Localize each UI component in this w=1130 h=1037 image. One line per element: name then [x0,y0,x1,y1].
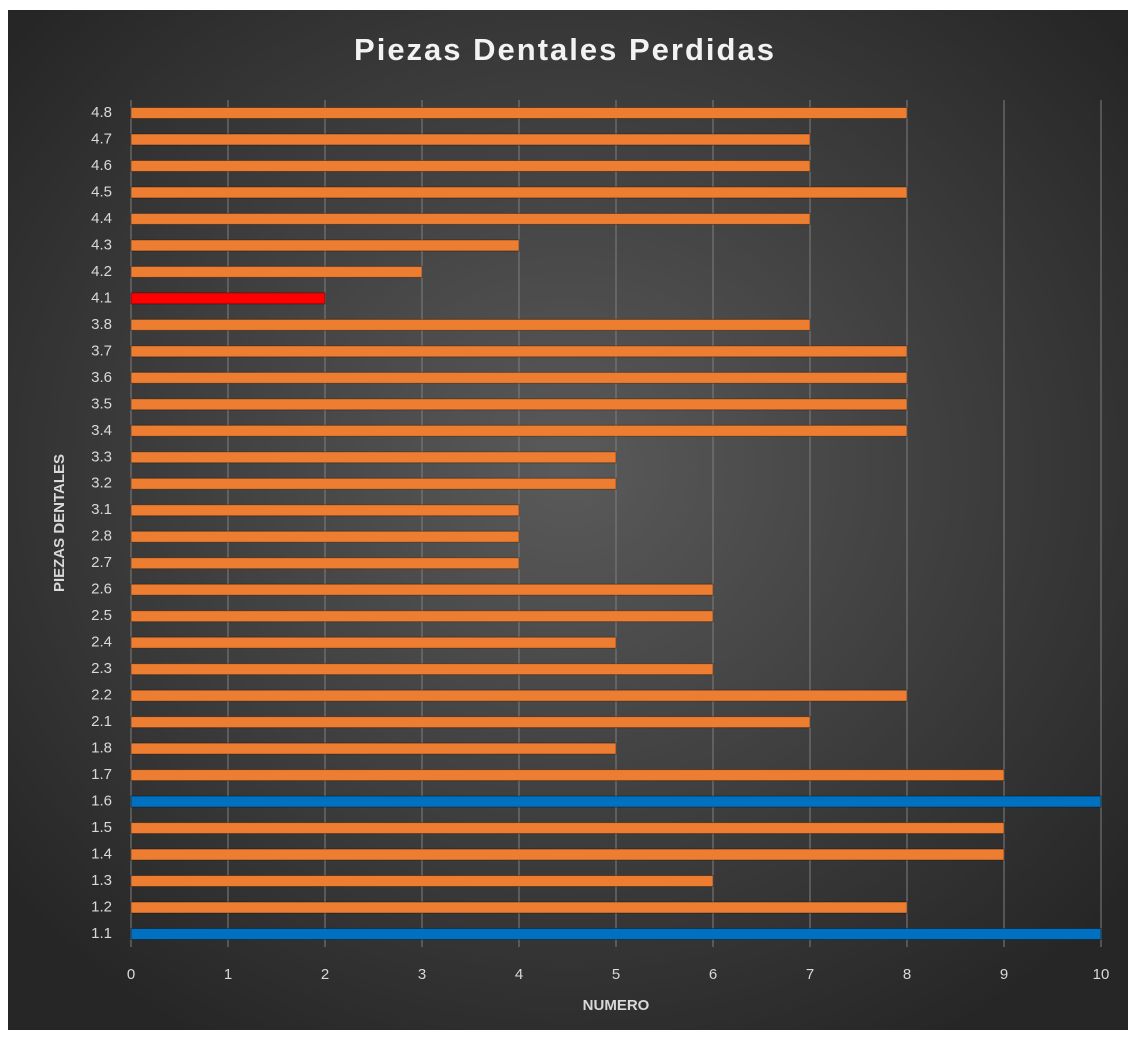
y-tick-label: 2.2 [91,687,112,704]
bar [130,345,908,358]
bar [130,848,1005,861]
y-tick-label: 4.4 [91,210,112,227]
bar [130,318,811,331]
bar [130,557,520,570]
y-tick-label: 3.2 [91,475,112,492]
x-tick-label: 3 [418,966,426,983]
y-tick-label: 4.1 [91,289,112,306]
bar [130,477,617,490]
x-tick-label: 10 [1093,966,1110,983]
y-tick-label: 1.6 [91,793,112,810]
x-tick-label: 4 [515,966,523,983]
y-axis-title: PIEZAS DENTALES [51,454,68,592]
x-tick-label: 0 [127,966,135,983]
y-tick-label: 2.6 [91,581,112,598]
bar [130,610,714,623]
y-tick-label: 4.6 [91,157,112,174]
x-tick-label: 1 [224,966,232,983]
x-tick-label: 9 [1000,966,1008,983]
bar [130,133,811,146]
bar [130,875,714,888]
y-tick-label: 2.1 [91,713,112,730]
bar [130,716,811,729]
y-tick-label: 3.1 [91,501,112,518]
bar [130,901,908,914]
x-tick-label: 2 [321,966,329,983]
y-tick-label: 4.5 [91,183,112,200]
y-tick-label: 4.3 [91,236,112,253]
bar [130,265,423,278]
y-tick-label: 3.7 [91,342,112,359]
y-tick-label: 2.8 [91,528,112,545]
bar [130,159,811,172]
y-tick-label: 3.4 [91,422,112,439]
y-tick-label: 2.3 [91,660,112,677]
y-tick-label: 1.1 [91,925,112,942]
y-tick-label: 2.5 [91,607,112,624]
y-tick-label: 4.7 [91,130,112,147]
bar [130,424,908,437]
bar [130,769,1005,782]
bar [130,928,1102,940]
x-tick-label: 7 [806,966,814,983]
x-tick-label: 5 [612,966,620,983]
bar [130,212,811,225]
y-tick-label: 1.5 [91,819,112,836]
x-tick-label: 6 [709,966,717,983]
bar [130,371,908,384]
bar [130,239,520,252]
y-tick-label: 1.4 [91,846,112,863]
x-tick-label: 8 [903,966,911,983]
y-tick-label: 3.8 [91,316,112,333]
y-tick-label: 1.2 [91,898,112,915]
bar [130,504,520,517]
y-tick-label: 3.5 [91,395,112,412]
bar [130,292,326,305]
bar [130,530,520,543]
bar [130,795,1102,808]
bar [130,822,1005,835]
bar [130,742,617,755]
y-tick-label: 1.8 [91,740,112,757]
y-tick-label: 4.8 [91,104,112,121]
bar [130,451,617,464]
y-tick-label: 1.3 [91,872,112,889]
y-tick-label: 4.2 [91,263,112,280]
bar [130,636,617,649]
y-tick-label: 3.6 [91,369,112,386]
bar [130,583,714,596]
x-axis-title: NUMERO [583,997,650,1014]
bar [130,107,908,119]
bar [130,398,908,411]
chart-title: Piezas Dentales Perdidas [354,32,776,67]
y-tick-label: 3.3 [91,448,112,465]
bar [130,663,714,676]
bar [130,186,908,199]
y-tick-label: 2.4 [91,634,112,651]
y-tick-label: 1.7 [91,766,112,783]
bar [130,689,908,702]
y-tick-label: 2.7 [91,554,112,571]
